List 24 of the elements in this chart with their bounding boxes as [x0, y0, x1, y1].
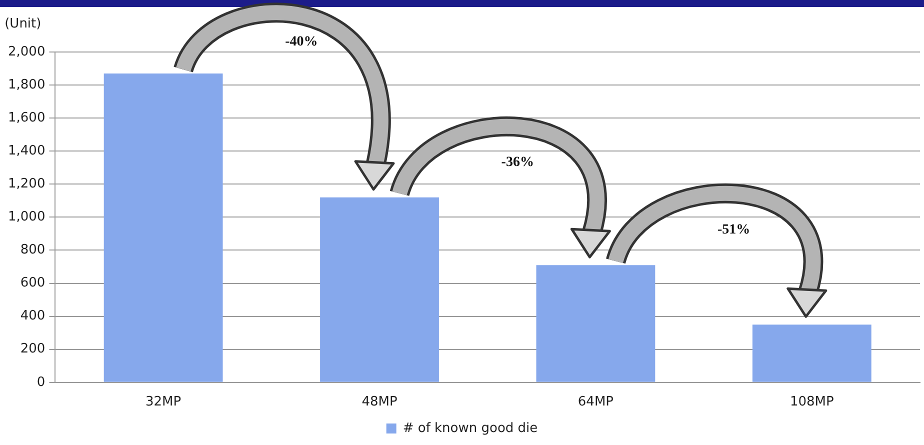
bar: [104, 73, 223, 382]
y-tick-label: 0: [36, 374, 46, 390]
bar: [320, 197, 439, 382]
x-tick-label: 48MP: [362, 394, 398, 410]
x-tick-label: 108MP: [790, 394, 834, 410]
y-tick-label: 200: [20, 342, 46, 357]
legend-label: # of known good die: [402, 420, 538, 436]
x-tick-label: 64MP: [578, 394, 614, 410]
y-tick-label: 1,800: [8, 77, 46, 92]
y-tick-label: 600: [20, 276, 46, 291]
y-tick-label: 400: [20, 308, 46, 324]
y-tick-label: 1,200: [8, 176, 46, 192]
y-tick-label: 1,400: [8, 143, 46, 158]
y-tick-label: 1,000: [8, 210, 46, 225]
y-tick-label: 2,000: [8, 44, 46, 60]
y-axis-title: (Unit): [4, 16, 42, 32]
bar: [752, 324, 872, 382]
annotation: -51%: [717, 222, 750, 238]
annotation: -36%: [501, 154, 534, 170]
text: -40%: [285, 34, 318, 50]
y-tick-label: 800: [20, 242, 46, 258]
bar: [536, 265, 656, 382]
y-tick-label: 1,600: [8, 110, 46, 126]
x-tick-label: 32MP: [146, 394, 182, 410]
